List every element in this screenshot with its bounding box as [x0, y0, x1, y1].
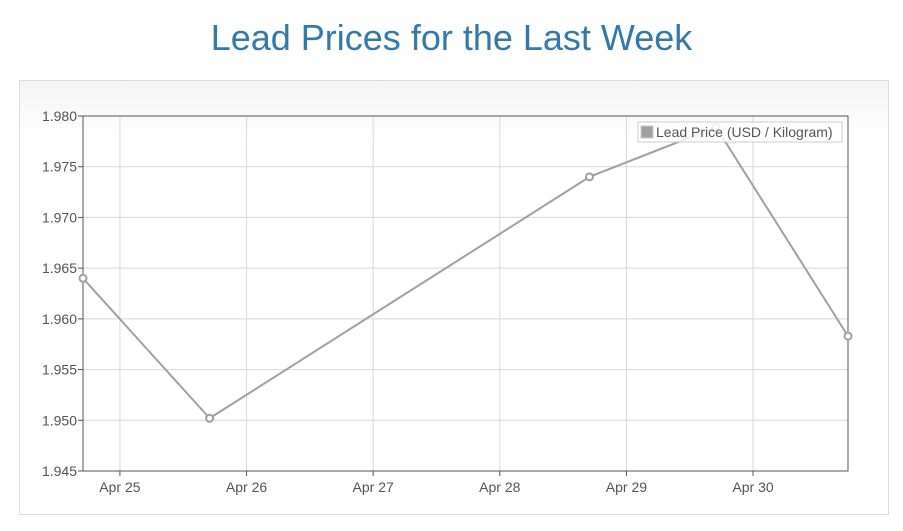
legend-box	[637, 121, 843, 143]
xtick-label-2: Apr 27	[353, 479, 394, 495]
ytick-label-7: 1.980	[42, 108, 77, 124]
x-axis: Apr 25 Apr 26 Apr 27 Apr 28 Apr 29 Apr 30	[99, 471, 774, 495]
plot-area	[82, 115, 849, 472]
xtick-label-1: Apr 26	[226, 479, 267, 495]
grid-lines	[83, 115, 848, 472]
chart-panel: 1.945 1.950 1.955 1.960 1.965 1.970 1.975 1.980…	[19, 80, 889, 515]
line-chart: 1.945 1.950 1.955 1.960 1.965 1.970 1.975 1.980…	[42, 108, 853, 495]
legend: Lead Price (USD / Kilogram)	[637, 121, 843, 143]
ytick-label-2: 1.955	[42, 362, 77, 378]
legend-label: Lead Price (USD / Kilogram)	[656, 124, 833, 140]
ytick-label-0: 1.945	[42, 463, 77, 479]
series-lead-price	[78, 122, 853, 423]
y-axis: 1.945 1.950 1.955 1.960 1.965 1.970 1.975 1.980	[42, 108, 83, 479]
xtick-label-0: Apr 25	[99, 479, 140, 495]
xtick-label-4: Apr 29	[606, 479, 647, 495]
series-line-0	[82, 126, 849, 420]
ytick-label-6: 1.975	[42, 159, 77, 175]
xtick-label-3: Apr 28	[479, 479, 520, 495]
data-point-2	[584, 172, 594, 182]
ytick-label-4: 1.965	[42, 260, 77, 276]
ytick-label-1: 1.950	[42, 412, 77, 428]
xtick-label-5: Apr 30	[732, 479, 773, 495]
data-point-4	[843, 331, 853, 341]
ytick-label-3: 1.960	[42, 311, 77, 327]
data-point-0	[78, 273, 88, 283]
page-title: Lead Prices for the Last Week	[210, 17, 693, 58]
ytick-label-5: 1.970	[42, 209, 77, 225]
data-point-1	[205, 413, 215, 423]
legend-swatch	[640, 125, 654, 139]
